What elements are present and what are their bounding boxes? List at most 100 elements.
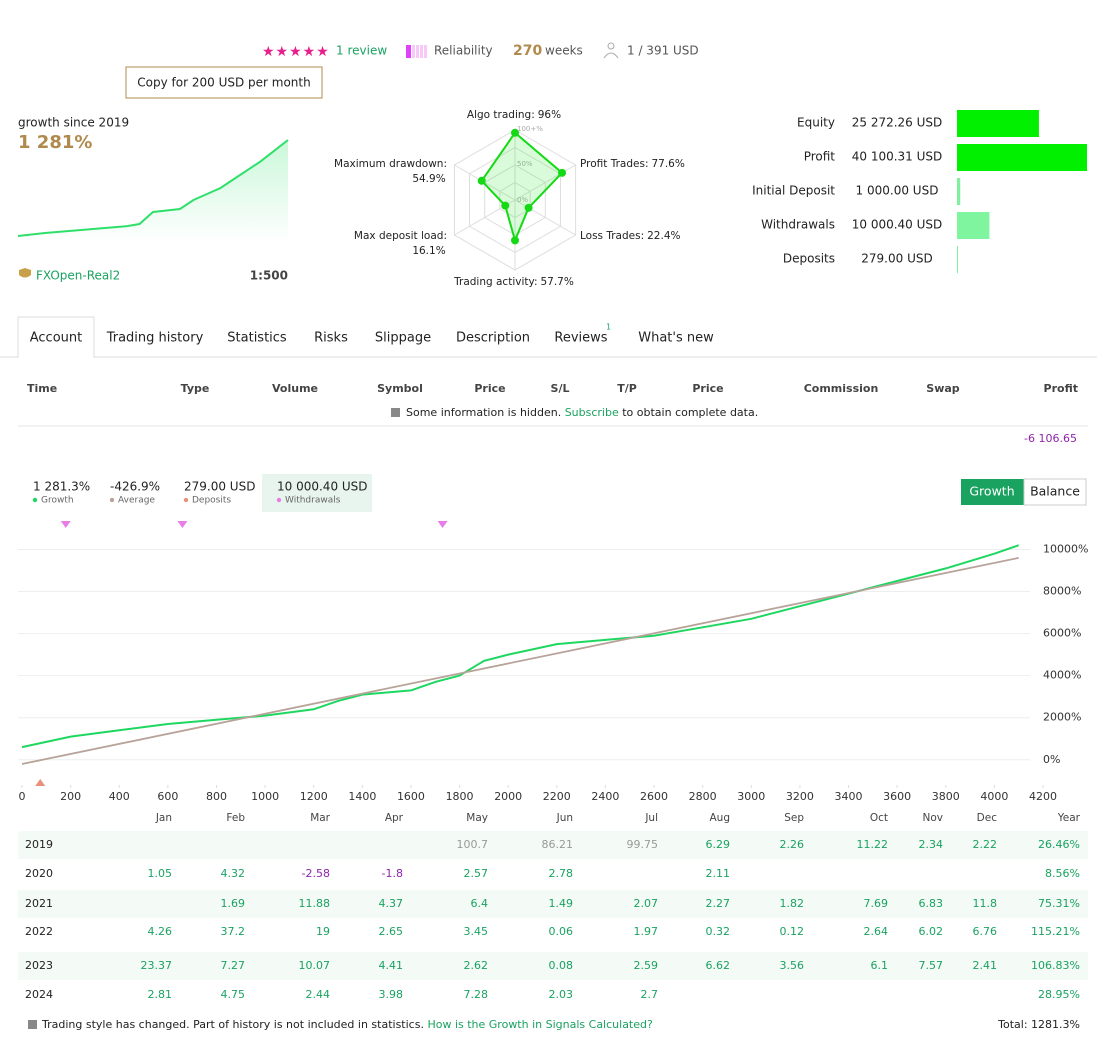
month-value: 0.12: [780, 925, 805, 938]
month-value: 1.49: [549, 897, 574, 910]
year-label: 2021: [25, 897, 53, 910]
month-value: 2.65: [379, 925, 404, 938]
view-label[interactable]: Growth: [969, 484, 1014, 499]
radar-spoke: [514, 199, 576, 236]
y-tick-label: 2000%: [1043, 711, 1081, 724]
x-tick-label: 2600: [640, 790, 668, 803]
broker[interactable]: FXOpen-Real2: [36, 269, 120, 283]
month-header: May: [466, 812, 488, 824]
month-value: 2.78: [549, 867, 574, 880]
month-header: Year: [1057, 812, 1081, 824]
stat-bar: [957, 246, 958, 273]
month-value: 6.29: [706, 838, 731, 851]
subscribers: 1 / 391 USD: [627, 44, 699, 58]
month-header: Apr: [385, 812, 404, 824]
radar-chart: 100+% 50% 0% Algo trading:96% Profit Trades:…: [334, 109, 685, 288]
month-value: 7.69: [864, 897, 889, 910]
year-label: 2023: [25, 959, 53, 972]
year-total: 26.46%: [1038, 838, 1080, 851]
view-label[interactable]: Balance: [1030, 484, 1080, 499]
tab[interactable]: Trading history: [106, 331, 204, 346]
radar-axis-name: Max deposit load:: [354, 230, 447, 242]
view-button[interactable]: [1023, 478, 1087, 506]
month-value: 2.62: [464, 959, 489, 972]
tab[interactable]: Slippage: [375, 331, 431, 346]
month-header: Aug: [709, 812, 730, 824]
tab[interactable]: Risks: [314, 331, 348, 346]
legend-dot: [183, 497, 189, 503]
row-band: [18, 890, 1088, 918]
month-header: Jan: [155, 812, 172, 824]
month-value: 2.03: [549, 988, 574, 1001]
growth-chart: 0% 2000% 4000% 6000% 8000% 10000% 0 200 400 600 80…: [18, 478, 1088, 803]
month-value: -1.8: [382, 867, 403, 880]
copy-button-label[interactable]: Copy for 200 USD per month: [137, 76, 310, 90]
month-value: 11.22: [857, 838, 889, 851]
radar-spoke: [514, 164, 576, 201]
event-marker: [437, 521, 448, 528]
month-value: 1.69: [221, 897, 246, 910]
year-total: 28.95%: [1038, 988, 1080, 1001]
radar-axis-value: 77.6%: [651, 158, 684, 170]
radar-label: Profit Trades: 77.6%: [580, 158, 685, 170]
legend-highlight: [262, 474, 372, 512]
tab[interactable]: Account: [30, 331, 83, 346]
growth-help-link[interactable]: How is the Growth in Signals Calculated?: [427, 1018, 653, 1031]
view-button-active[interactable]: [961, 479, 1024, 505]
month-value: 6.83: [919, 897, 944, 910]
tab[interactable]: What's new: [638, 331, 714, 346]
legend-value: -426.9%: [110, 480, 160, 494]
reviews-link[interactable]: 1 review: [336, 44, 387, 58]
radar-axis-name: Profit Trades:: [580, 158, 648, 170]
radar-axis-value: 96%: [538, 109, 561, 121]
sparkline: [17, 139, 289, 244]
reviews-badge: 1: [606, 323, 611, 332]
month-value: -2.58: [302, 867, 330, 880]
copy-button[interactable]: [125, 66, 323, 99]
footer-total: Total: 1281.3%: [997, 1018, 1080, 1031]
column-header: T/P: [617, 382, 637, 395]
month-value: 3.45: [464, 925, 489, 938]
month-value: 6.4: [471, 897, 489, 910]
tab[interactable]: Statistics: [227, 331, 287, 346]
month-value: 0.06: [549, 925, 574, 938]
notice-rest: to obtain complete data.: [622, 406, 758, 419]
month-value: 4.32: [221, 867, 246, 880]
month-header: Jun: [556, 812, 573, 824]
radar-ring-label: 100+%: [517, 125, 543, 133]
column-header: Swap: [926, 382, 960, 395]
subscribers-icon: [603, 42, 619, 59]
tabs: Account Trading history Statistics Risks Sli…: [30, 331, 714, 346]
x-tick-label: 3200: [786, 790, 814, 803]
x-tick-label: 2400: [591, 790, 619, 803]
month-value: 23.37: [141, 959, 173, 972]
tab[interactable]: Description: [456, 331, 530, 346]
footer-icon: [28, 1020, 37, 1029]
row-band: [18, 831, 1088, 859]
month-value: 100.7: [457, 838, 489, 851]
x-tick-label: 800: [206, 790, 227, 803]
reliability-icon: [406, 45, 427, 58]
x-tick-label: 4000: [980, 790, 1008, 803]
stat-label: Withdrawals: [761, 218, 835, 232]
month-value: 2.07: [634, 897, 659, 910]
x-tick-label: 0: [19, 790, 26, 803]
legend-label: Growth: [41, 496, 74, 506]
weeks-label: weeks: [545, 44, 583, 58]
monthly-table: Jan Feb Mar Apr May Jun Jul Aug Sep Oct Nov Dec Year…: [18, 812, 1088, 1001]
growth-line: [21, 544, 1020, 749]
legend-value: 1 281.3%: [33, 480, 90, 494]
note: Trading style has changed. Part of histo…: [41, 1018, 424, 1031]
event-marker: [60, 521, 71, 528]
month-value: 6.02: [919, 925, 944, 938]
subscribe-link[interactable]: Subscribe: [565, 406, 619, 419]
column-header: Type: [181, 382, 210, 395]
stat-value: 40 100.31 USD: [852, 150, 943, 164]
month-value: 6.62: [706, 959, 731, 972]
radar-point: [501, 201, 510, 210]
tab[interactable]: Reviews: [554, 331, 607, 346]
month-value: 2.11: [706, 867, 731, 880]
x-tick-label: 3800: [932, 790, 960, 803]
sparkline-area: [18, 140, 288, 244]
